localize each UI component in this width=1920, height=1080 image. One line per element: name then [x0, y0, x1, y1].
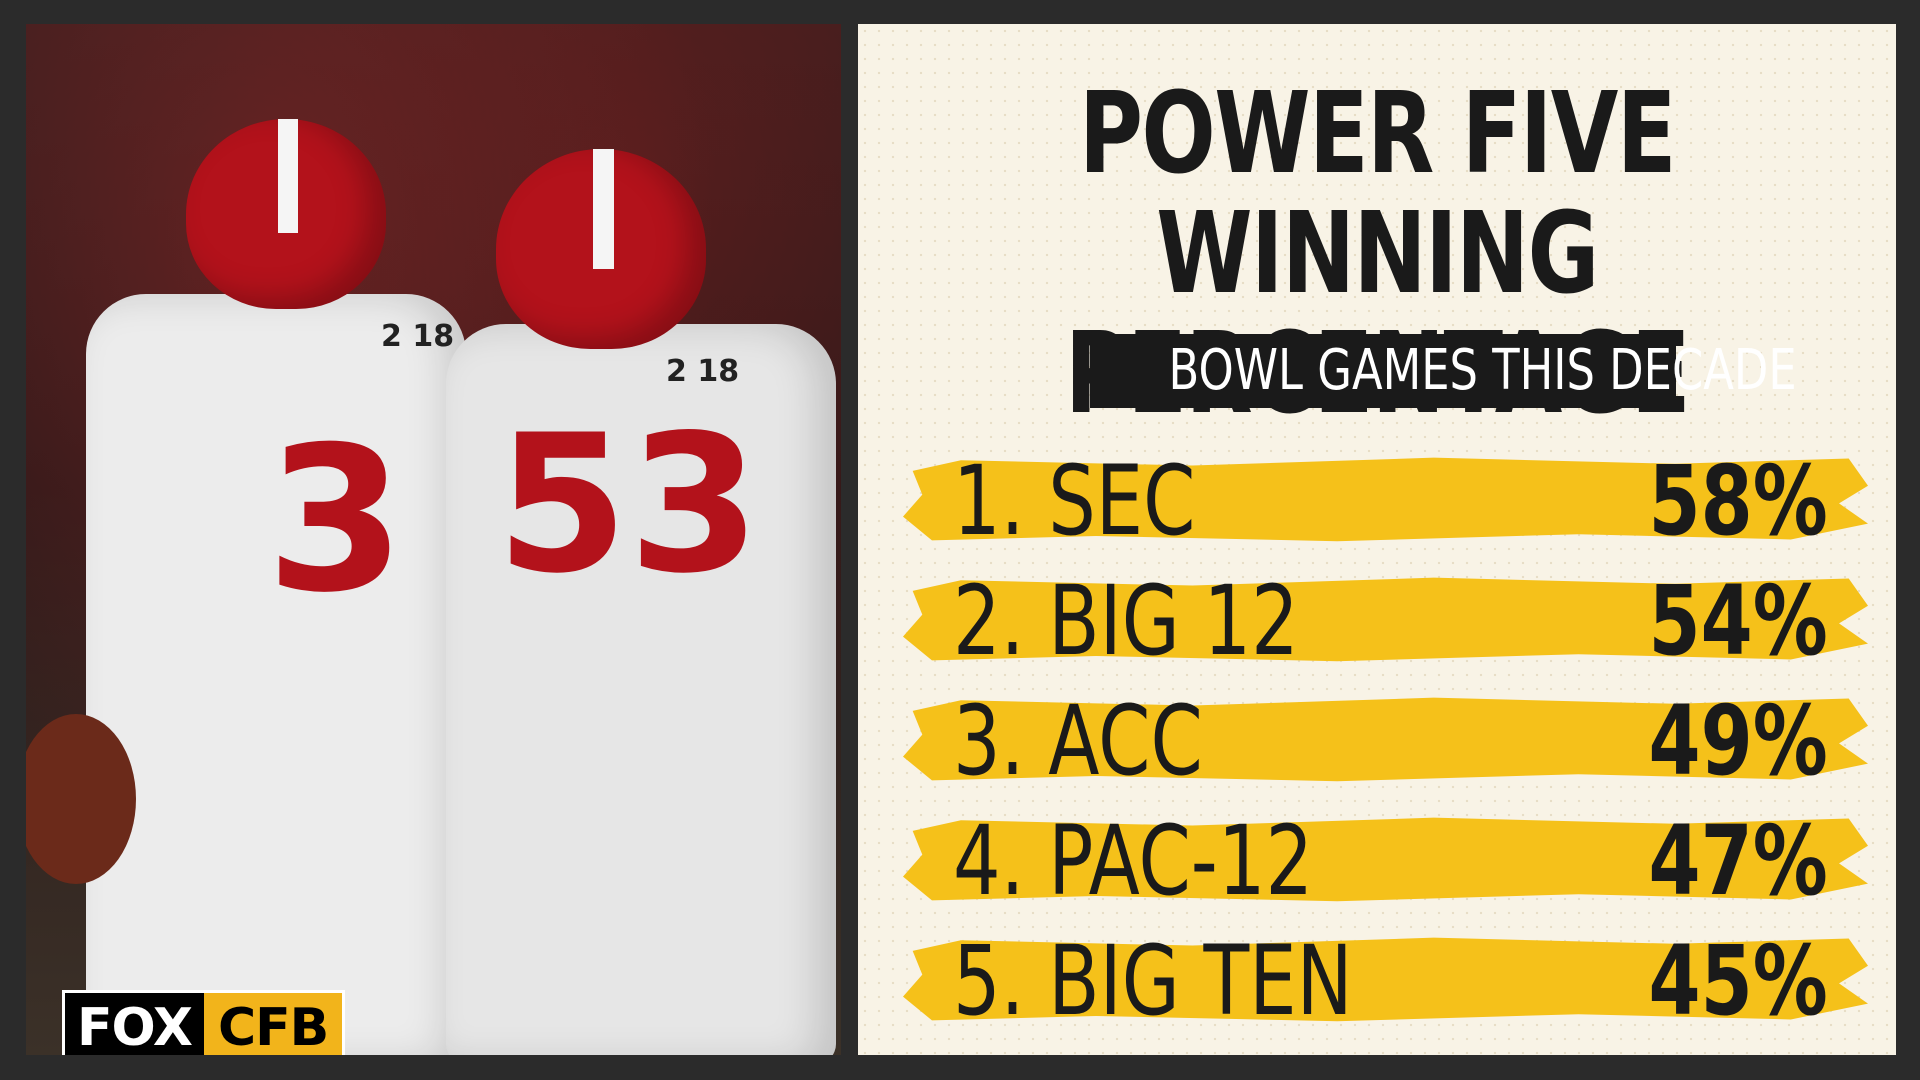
- player-photo: 3 53 2 18 2 18 FOX CFB: [26, 24, 841, 1055]
- jersey-number: 3: [266, 404, 406, 637]
- logo-fox-text: FOX: [65, 993, 204, 1055]
- subtitle-badge: BOWL GAMES THIS DECADE: [1090, 334, 1797, 408]
- highlight-brush: [903, 817, 1868, 902]
- highlight-brush: [903, 577, 1868, 662]
- player-figure: [86, 294, 466, 1055]
- ranking-label: 1. SEC: [953, 445, 1196, 557]
- ranking-value: 58%: [1648, 445, 1828, 557]
- ranking-row: 1. SEC 58%: [903, 447, 1868, 555]
- helmet-icon: [186, 119, 386, 309]
- highlight-brush: [903, 457, 1868, 542]
- jersey-number: 53: [496, 394, 761, 615]
- ranking-row: 5. BIG TEN 45%: [903, 927, 1868, 1035]
- ranking-row: 4. PAC-12 47%: [903, 807, 1868, 915]
- football-icon: [26, 714, 136, 884]
- rankings-panel: POWER FIVE WINNING PERCENTAGE BOWL GAMES…: [858, 24, 1896, 1055]
- logo-cfb-text: CFB: [203, 993, 343, 1055]
- ranking-label: 4. PAC-12: [953, 805, 1314, 917]
- highlight-brush: [903, 937, 1868, 1022]
- ranking-value: 54%: [1648, 565, 1828, 677]
- helmet-icon: [496, 149, 706, 349]
- fox-cfb-logo: FOX CFB: [62, 990, 346, 1055]
- player-figure: [446, 324, 836, 1055]
- highlight-brush: [903, 697, 1868, 782]
- ranking-value: 49%: [1648, 685, 1828, 797]
- ranking-row: 2. BIG 12 54%: [903, 567, 1868, 675]
- ranking-value: 45%: [1648, 925, 1828, 1037]
- ranking-row: 3. ACC 49%: [903, 687, 1868, 795]
- championship-patch: 2 18: [666, 354, 740, 389]
- ranking-label: 2. BIG 12: [953, 565, 1299, 677]
- championship-patch: 2 18: [381, 319, 455, 354]
- ranking-label: 5. BIG TEN: [953, 925, 1353, 1037]
- ranking-value: 47%: [1648, 805, 1828, 917]
- ranking-label: 3. ACC: [953, 685, 1203, 797]
- subtitle-text: BOWL GAMES THIS DECADE: [1168, 338, 1797, 403]
- title-line-1: POWER FIVE: [1079, 69, 1676, 199]
